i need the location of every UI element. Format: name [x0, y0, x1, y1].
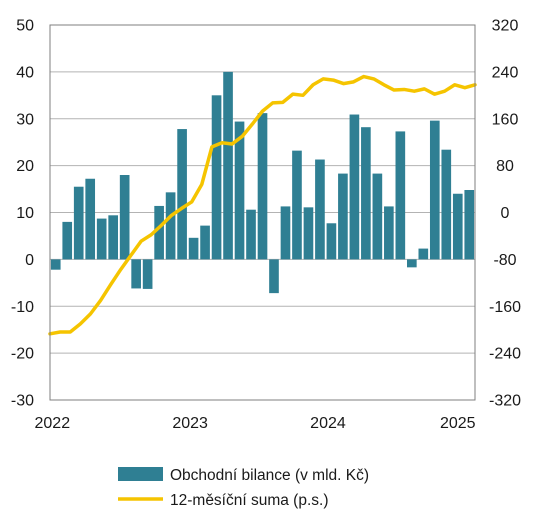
x-tick-label: 2023 [172, 415, 208, 432]
bar [96, 218, 107, 260]
bar [223, 71, 233, 260]
bar [177, 129, 187, 260]
bar [429, 120, 440, 260]
legend-label-line: 12-měsíční suma (p.s.) [170, 492, 329, 509]
legend: Obchodní bilance (v mld. Kč) 12-měsíční … [118, 467, 369, 509]
bar [165, 192, 176, 260]
bar [269, 259, 279, 294]
bar [257, 113, 268, 260]
bar [200, 225, 210, 260]
y-left-tick-label: 20 [16, 158, 34, 175]
y-right-tick-label: -80 [493, 252, 516, 269]
y-right-tick-label: 0 [501, 205, 510, 222]
y-axis-right: -320 -240 -160 -80 0 80 160 240 320 [489, 18, 521, 410]
bar [349, 114, 360, 260]
bar [361, 127, 371, 260]
y-right-tick-label: 240 [492, 64, 519, 81]
bar [452, 193, 463, 260]
bar [85, 178, 96, 260]
y-right-tick-label: 80 [496, 158, 514, 175]
bar-series [50, 71, 475, 294]
y-right-tick-label: -320 [489, 393, 521, 410]
bar [372, 173, 383, 260]
bar [50, 259, 61, 270]
bar [234, 121, 245, 260]
bar [142, 259, 153, 289]
legend-label-bar: Obchodní bilance (v mld. Kč) [170, 467, 369, 484]
x-axis: 2022 2023 2024 2025 [35, 415, 476, 432]
bar [62, 221, 73, 260]
bar [211, 95, 222, 260]
plot-frame [49, 24, 476, 401]
bar [154, 205, 164, 260]
y-right-tick-label: -240 [489, 346, 521, 363]
bar [246, 209, 256, 260]
bar [292, 150, 302, 260]
bar [131, 259, 141, 289]
y-left-tick-label: 30 [16, 111, 34, 128]
y-left-tick-label: 40 [16, 64, 34, 81]
bar [303, 207, 314, 260]
x-tick-label: 2024 [310, 415, 346, 432]
bar [73, 186, 84, 260]
y-left-tick-label: -10 [11, 299, 34, 316]
bar [395, 131, 406, 260]
y-left-tick-label: 50 [16, 18, 34, 35]
y-right-tick-label: 160 [492, 111, 519, 128]
y-right-tick-label: 320 [492, 18, 519, 35]
bar [384, 206, 394, 260]
bar [119, 175, 130, 260]
bar [326, 223, 337, 260]
bar [188, 237, 199, 260]
legend-swatch-bar [118, 467, 163, 481]
line-series-12m-sum [48, 74, 477, 336]
bar [315, 159, 325, 260]
x-tick-label: 2022 [35, 415, 71, 432]
bar [280, 206, 291, 260]
x-tick-label: 2025 [440, 415, 476, 432]
y-left-tick-label: -20 [11, 346, 34, 363]
bar [407, 259, 417, 268]
y-left-tick-label: 10 [16, 205, 34, 222]
y-left-tick-label: -30 [11, 393, 34, 410]
y-axis-left: -30 -20 -10 0 10 20 30 40 50 [11, 18, 34, 410]
bar [441, 149, 452, 260]
bar [338, 173, 348, 260]
bar [464, 190, 475, 260]
bar [418, 248, 429, 260]
bar [108, 215, 118, 260]
y-right-tick-label: -160 [489, 299, 521, 316]
y-left-tick-label: 0 [25, 252, 34, 269]
